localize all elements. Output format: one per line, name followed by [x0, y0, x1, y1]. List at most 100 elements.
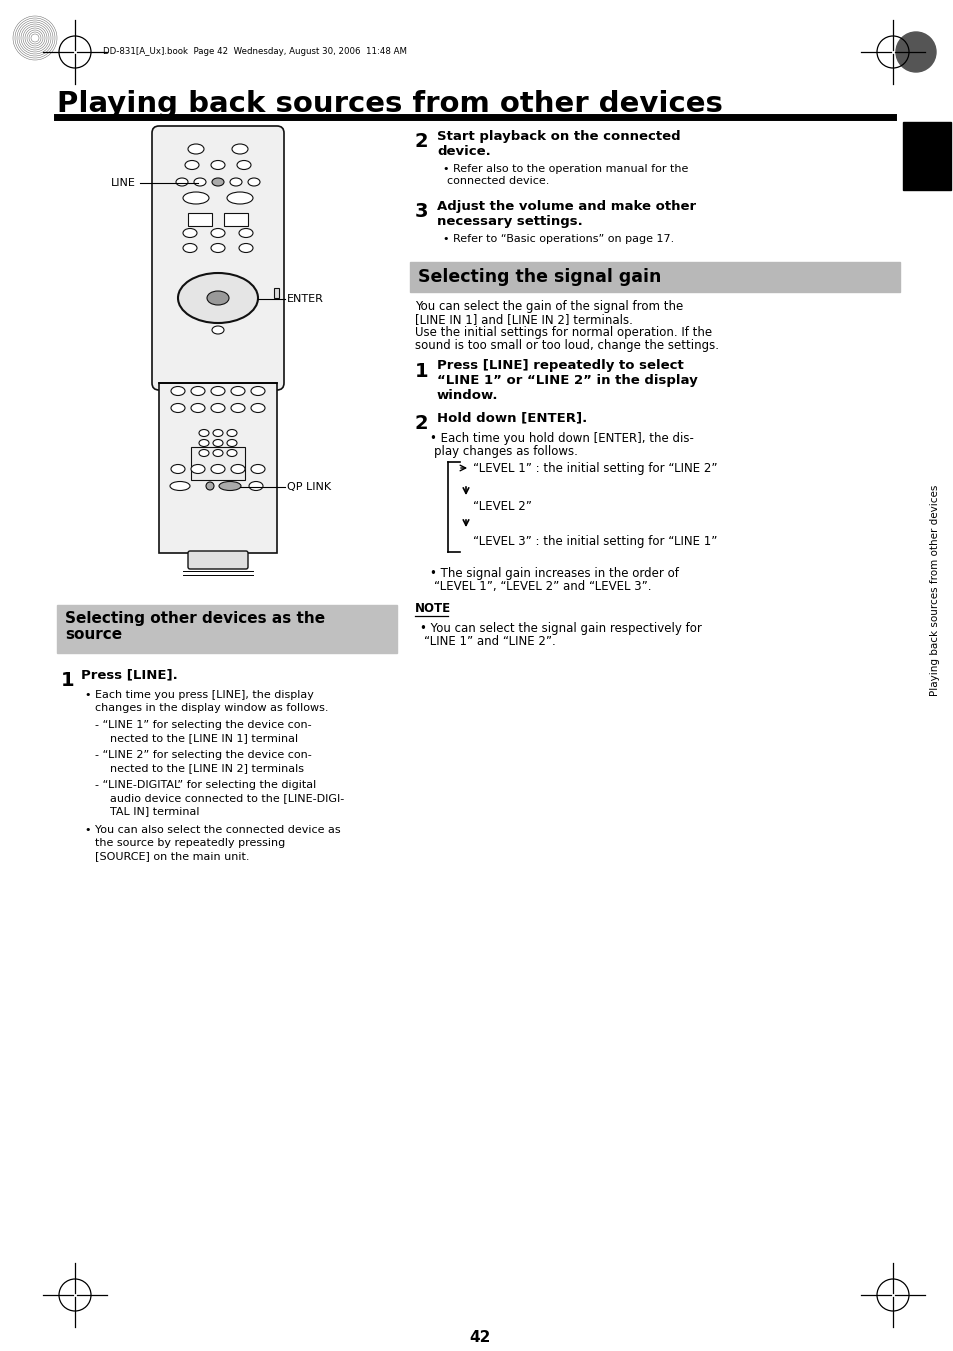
Ellipse shape — [211, 465, 225, 473]
Text: - “LINE 2” for selecting the device con-: - “LINE 2” for selecting the device con- — [95, 750, 312, 761]
Ellipse shape — [251, 465, 265, 473]
Ellipse shape — [193, 178, 206, 186]
Ellipse shape — [211, 228, 225, 238]
Ellipse shape — [170, 481, 190, 490]
Ellipse shape — [232, 145, 248, 154]
Text: Hold down [ENTER].: Hold down [ENTER]. — [436, 411, 587, 424]
Text: [LINE IN 1] and [LINE IN 2] terminals.: [LINE IN 1] and [LINE IN 2] terminals. — [415, 313, 632, 326]
Text: Adjust the volume and make other: Adjust the volume and make other — [436, 200, 696, 213]
Ellipse shape — [211, 386, 225, 396]
Text: Press [LINE].: Press [LINE]. — [81, 667, 177, 681]
Text: nected to the [LINE IN 1] terminal: nected to the [LINE IN 1] terminal — [103, 734, 297, 743]
Text: - “LINE 1” for selecting the device con-: - “LINE 1” for selecting the device con- — [95, 720, 312, 730]
Ellipse shape — [171, 404, 185, 412]
Ellipse shape — [188, 145, 204, 154]
Text: • Each time you hold down [ENTER], the dis-: • Each time you hold down [ENTER], the d… — [430, 432, 693, 444]
Ellipse shape — [199, 430, 209, 436]
Text: You can select the gain of the signal from the: You can select the gain of the signal fr… — [415, 300, 682, 313]
Text: “LEVEL 1”, “LEVEL 2” and “LEVEL 3”.: “LEVEL 1”, “LEVEL 2” and “LEVEL 3”. — [434, 580, 651, 593]
Ellipse shape — [213, 450, 223, 457]
Text: “LEVEL 3” : the initial setting for “LINE 1”: “LEVEL 3” : the initial setting for “LIN… — [473, 535, 717, 549]
Ellipse shape — [175, 178, 188, 186]
Text: DD-831[A_Ux].book  Page 42  Wednesday, August 30, 2006  11:48 AM: DD-831[A_Ux].book Page 42 Wednesday, Aug… — [103, 47, 407, 55]
Ellipse shape — [251, 404, 265, 412]
Ellipse shape — [178, 273, 257, 323]
Text: Press [LINE] repeatedly to select: Press [LINE] repeatedly to select — [436, 359, 683, 372]
Bar — [410, 262, 899, 292]
Text: “LEVEL 1” : the initial setting for “LINE 2”: “LEVEL 1” : the initial setting for “LIN… — [473, 462, 717, 476]
Text: Selecting other devices as the: Selecting other devices as the — [65, 611, 325, 626]
Text: connected device.: connected device. — [447, 176, 549, 186]
Text: Playing back sources from other devices: Playing back sources from other devices — [57, 91, 722, 118]
Bar — [224, 213, 248, 226]
Text: • Each time you press [LINE], the display: • Each time you press [LINE], the displa… — [85, 690, 314, 700]
Text: Use the initial settings for normal operation. If the: Use the initial settings for normal oper… — [415, 326, 711, 339]
Text: Playing back sources from other devices: Playing back sources from other devices — [929, 484, 939, 696]
Text: QP LINK: QP LINK — [287, 482, 331, 492]
Ellipse shape — [191, 386, 205, 396]
Ellipse shape — [231, 465, 245, 473]
Ellipse shape — [212, 178, 224, 186]
Ellipse shape — [183, 228, 196, 238]
Text: “LINE 1” or “LINE 2” in the display: “LINE 1” or “LINE 2” in the display — [436, 374, 697, 386]
Ellipse shape — [207, 290, 229, 305]
Ellipse shape — [248, 178, 260, 186]
Text: window.: window. — [436, 389, 498, 403]
Text: 2: 2 — [415, 132, 428, 151]
Text: • The signal gain increases in the order of: • The signal gain increases in the order… — [430, 567, 679, 580]
FancyBboxPatch shape — [188, 551, 248, 569]
Ellipse shape — [183, 192, 209, 204]
Text: Start playback on the connected: Start playback on the connected — [436, 130, 679, 143]
Text: - “LINE-DIGITAL” for selecting the digital: - “LINE-DIGITAL” for selecting the digit… — [95, 780, 315, 790]
Ellipse shape — [251, 386, 265, 396]
Text: LINE: LINE — [111, 178, 135, 188]
Ellipse shape — [213, 439, 223, 446]
Circle shape — [895, 32, 935, 72]
Text: 3: 3 — [415, 203, 428, 222]
Ellipse shape — [212, 326, 224, 334]
Ellipse shape — [239, 228, 253, 238]
Text: necessary settings.: necessary settings. — [436, 215, 582, 228]
Text: • You can also select the connected device as: • You can also select the connected devi… — [85, 825, 340, 835]
Ellipse shape — [199, 450, 209, 457]
Text: • You can select the signal gain respectively for: • You can select the signal gain respect… — [419, 621, 701, 635]
Ellipse shape — [211, 161, 225, 169]
Ellipse shape — [227, 430, 236, 436]
Text: “LINE 1” and “LINE 2”.: “LINE 1” and “LINE 2”. — [423, 635, 556, 648]
Bar — [191, 447, 245, 480]
Text: device.: device. — [436, 145, 490, 158]
FancyBboxPatch shape — [152, 126, 284, 390]
Ellipse shape — [206, 482, 213, 490]
Ellipse shape — [211, 404, 225, 412]
Ellipse shape — [171, 465, 185, 473]
Ellipse shape — [211, 243, 225, 253]
Ellipse shape — [191, 404, 205, 412]
Bar — [188, 213, 212, 226]
Text: source: source — [65, 627, 122, 642]
Ellipse shape — [185, 161, 199, 169]
Text: [SOURCE] on the main unit.: [SOURCE] on the main unit. — [95, 851, 250, 861]
Text: “LEVEL 2”: “LEVEL 2” — [473, 500, 532, 513]
Bar — [57, 605, 396, 653]
Ellipse shape — [191, 465, 205, 473]
Text: 1: 1 — [415, 362, 428, 381]
Text: Selecting the signal gain: Selecting the signal gain — [417, 267, 660, 286]
Text: 2: 2 — [415, 413, 428, 434]
Ellipse shape — [231, 404, 245, 412]
Ellipse shape — [236, 161, 251, 169]
Text: • Refer to “Basic operations” on page 17.: • Refer to “Basic operations” on page 17… — [442, 234, 674, 245]
Text: sound is too small or too loud, change the settings.: sound is too small or too loud, change t… — [415, 339, 719, 353]
Ellipse shape — [227, 450, 236, 457]
Ellipse shape — [227, 439, 236, 446]
Text: ENTER: ENTER — [287, 295, 323, 304]
Text: audio device connected to the [LINE-DIGI-: audio device connected to the [LINE-DIGI… — [103, 793, 344, 802]
Ellipse shape — [213, 430, 223, 436]
Text: 1: 1 — [61, 671, 74, 690]
Ellipse shape — [239, 243, 253, 253]
Ellipse shape — [230, 178, 242, 186]
Ellipse shape — [227, 192, 253, 204]
Text: TAL IN] terminal: TAL IN] terminal — [103, 807, 199, 816]
Ellipse shape — [249, 481, 263, 490]
Text: • Refer also to the operation manual for the: • Refer also to the operation manual for… — [442, 163, 688, 174]
Ellipse shape — [171, 386, 185, 396]
